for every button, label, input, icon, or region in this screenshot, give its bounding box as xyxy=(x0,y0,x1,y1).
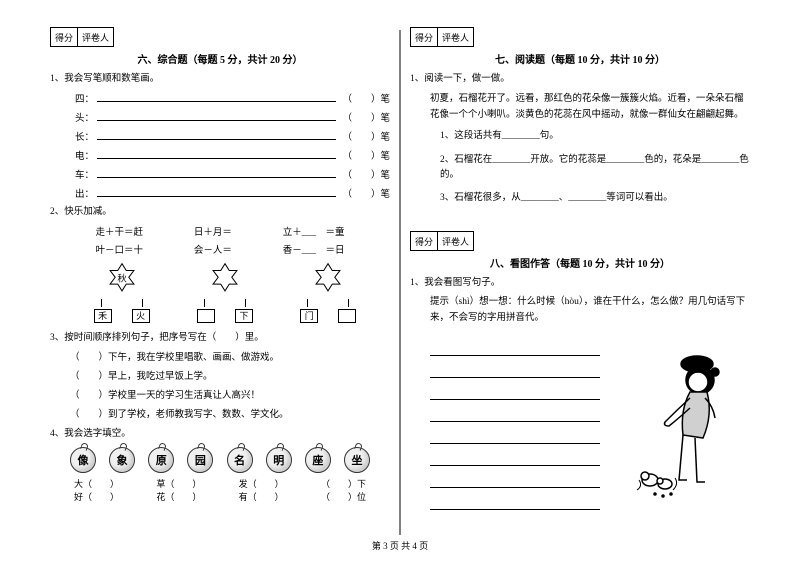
page-footer: 第 3 页 共 4 页 xyxy=(0,535,800,552)
apple-char: 坐 xyxy=(344,447,370,473)
math-row: 叶－口＝十会－人＝香－___ ＝日 xyxy=(50,242,390,256)
math-row: 走＋干＝赶日＋月＝立＋___ ＝童 xyxy=(50,224,390,238)
reviewer-label: 评卷人 xyxy=(438,28,473,46)
stroke-row: 车：（ ）笔 xyxy=(50,167,390,181)
q8-1-label: 1、我会看图写句子。 xyxy=(410,276,750,291)
q6-4-label: 4、我会选字填空。 xyxy=(50,427,390,442)
star-group: 门 xyxy=(297,262,359,325)
stroke-row: 长：（ ）笔 xyxy=(50,129,390,143)
score-box: 得分 评卷人 xyxy=(410,231,474,251)
writing-line xyxy=(430,382,600,400)
writing-line xyxy=(430,426,600,444)
q7-item: 2、石榴花在________开放。它的花蕊是________色的，花朵是____… xyxy=(410,153,750,183)
writing-line xyxy=(430,360,600,378)
apple-char: 园 xyxy=(187,447,213,473)
q6-3-item: （ ）到了学校，老师教我写字、数数、学文化。 xyxy=(50,408,390,423)
star-decomposition: 秋禾火下门 xyxy=(50,262,390,325)
apple-row: 像象原园名明座坐 xyxy=(50,447,390,473)
score-box: 得分 评卷人 xyxy=(410,27,474,47)
writing-line xyxy=(430,470,600,488)
q6-3-item: （ ）学校里一天的学习生活真让人高兴！ xyxy=(50,389,390,404)
q7-item: 1、这段话共有________句。 xyxy=(410,129,750,144)
q8-hint: 提示（shì）想一想：什么时候（hòu），谁在干什么，怎么做？用几句话写下来，不… xyxy=(410,295,750,325)
apple-char: 像 xyxy=(70,447,96,473)
girl-feeding-chickens-image xyxy=(635,350,745,500)
q6-3-item: （ ）早上，我吃过早饭上学。 xyxy=(50,370,390,385)
apple-char: 明 xyxy=(266,447,292,473)
q6-4-row: 大（ ）草（ ）发（ ）（ ）下 xyxy=(50,477,390,490)
svg-text:秋: 秋 xyxy=(117,273,127,285)
stroke-row: 电：（ ）笔 xyxy=(50,148,390,162)
stroke-row: 四：（ ）笔 xyxy=(50,91,390,105)
q6-3-label: 3、按时间顺序排列句子，把序号写在（ ）里。 xyxy=(50,331,390,346)
q6-3-item: （ ）下午，我在学校里唱歌、画画、做游戏。 xyxy=(50,351,390,366)
writing-line xyxy=(430,448,600,466)
apple-char: 名 xyxy=(227,447,253,473)
score-label: 得分 xyxy=(411,28,438,46)
q7-item: 3、石榴花很多，从________、________等词可以看出。 xyxy=(410,191,750,206)
q6-2-label: 2、快乐加减。 xyxy=(50,205,390,220)
star-group: 秋禾火 xyxy=(91,262,153,325)
q7-passage: 初夏，石榴花开了。远看，那红色的花朵像一簇簇火焰。近看，一朵朵石榴花像一个个小喇… xyxy=(410,91,750,123)
reviewer-label: 评卷人 xyxy=(438,232,473,250)
q6-3-items: （ ）下午，我在学校里唱歌、画画、做游戏。 （ ）早上，我吃过早饭上学。 （ ）学校… xyxy=(50,351,390,424)
stroke-row: 出：（ ）笔 xyxy=(50,186,390,200)
star-group: 下 xyxy=(194,262,256,325)
score-label: 得分 xyxy=(51,28,78,46)
apple-char: 象 xyxy=(109,447,135,473)
q6-4-fill: 大（ ）草（ ）发（ ）（ ）下好（ ）花（ ）有（ ）（ ）位 xyxy=(50,477,390,503)
writing-line xyxy=(430,338,600,356)
q6-4-row: 好（ ）花（ ）有（ ）（ ）位 xyxy=(50,490,390,503)
reviewer-label: 评卷人 xyxy=(78,28,113,46)
right-column: 得分 评卷人 七、阅读题（每题 10 分，共计 10 分） 1、阅读一下，做一做… xyxy=(400,20,760,535)
score-box: 得分 评卷人 xyxy=(50,27,114,47)
left-column: 得分 评卷人 六、综合题（每题 5 分，共计 20 分） 1、我会写笔顺和数笔画… xyxy=(40,20,400,535)
section-8-title: 八、看图作答（每题 10 分，共计 10 分） xyxy=(410,255,750,270)
section-7-title: 七、阅读题（每题 10 分，共计 10 分） xyxy=(410,51,750,66)
math-list: 走＋干＝赶日＋月＝立＋___ ＝童叶－口＝十会－人＝香－___ ＝日 xyxy=(50,224,390,256)
apple-char: 原 xyxy=(148,447,174,473)
score-label: 得分 xyxy=(411,232,438,250)
exam-page: 得分 评卷人 六、综合题（每题 5 分，共计 20 分） 1、我会写笔顺和数笔画… xyxy=(0,0,800,535)
writing-line xyxy=(430,492,600,510)
q7-items: 1、这段话共有________句。 2、石榴花在________开放。它的花蕊是_… xyxy=(410,129,750,206)
stroke-list: 四：（ ）笔头：（ ）笔长：（ ）笔电：（ ）笔车：（ ）笔出：（ ）笔 xyxy=(50,91,390,200)
apple-char: 座 xyxy=(305,447,331,473)
stroke-row: 头：（ ）笔 xyxy=(50,110,390,124)
q7-1-label: 1、阅读一下，做一做。 xyxy=(410,72,750,87)
writing-line xyxy=(430,404,600,422)
q6-1-label: 1、我会写笔顺和数笔画。 xyxy=(50,72,390,87)
section-6-title: 六、综合题（每题 5 分，共计 20 分） xyxy=(50,51,390,66)
